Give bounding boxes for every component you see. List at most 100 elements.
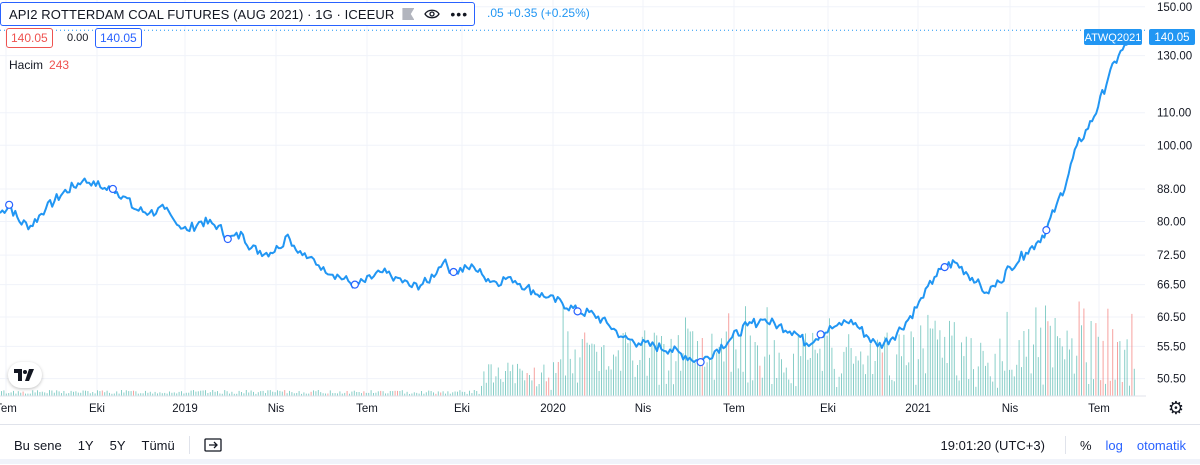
volume-bar [207, 393, 209, 396]
volume-bar [308, 393, 310, 396]
time-axis[interactable]: Tem Eki 2019 Nis Tem Eki 2020 Nis Tem Eki 2021 Nis T… [0, 403, 1110, 415]
volume-bar [1124, 349, 1126, 396]
event-marker[interactable] [696, 358, 705, 367]
volume-bar [1069, 349, 1070, 396]
ask-price-box[interactable]: 140.05 [95, 28, 142, 48]
clock-timezone[interactable]: 19:01:20 (UTC+3) [940, 437, 1045, 453]
price-tick-label: 55.50 [1157, 341, 1186, 353]
volume-bar [377, 391, 379, 396]
more-options-icon[interactable]: ••• [450, 6, 469, 22]
event-marker[interactable] [940, 263, 949, 272]
volume-bar [209, 392, 211, 396]
volume-bar [87, 391, 89, 396]
spread-value: 0.00 [67, 32, 89, 44]
volume-bar [757, 345, 758, 396]
volume-bar [625, 332, 626, 396]
volume-bar [836, 387, 838, 396]
volume-bar [1054, 318, 1056, 396]
volume-bar [457, 391, 458, 396]
volume-bar [860, 351, 862, 396]
event-marker[interactable] [350, 280, 359, 289]
volume-bar [603, 345, 605, 396]
volume-bar [884, 336, 886, 396]
volume-bar [910, 331, 912, 396]
volume-bar [29, 393, 31, 396]
tradingview-logo-icon[interactable] [8, 362, 42, 388]
volume-bar [320, 392, 322, 396]
volume-bar [1095, 323, 1097, 396]
volume-bar [1037, 357, 1039, 396]
volume-bar [771, 384, 773, 396]
volume-bar [677, 335, 679, 396]
volume-bar [577, 382, 578, 396]
volume-bar [1006, 311, 1008, 396]
volume-bar [653, 332, 655, 396]
volume-bar [236, 393, 238, 396]
volume-bar [41, 391, 43, 396]
volume-bar [941, 357, 943, 396]
volume-bar [956, 375, 958, 396]
range-ytd-button[interactable]: Bu sene [14, 437, 62, 453]
volume-bar [1033, 344, 1034, 396]
volume-bar [13, 390, 14, 396]
gear-icon[interactable]: ⚙ [1167, 398, 1185, 418]
volume-bar [1052, 367, 1054, 396]
auto-scale-toggle[interactable]: otomatik [1136, 437, 1186, 453]
range-all-button[interactable]: Tümü [141, 437, 175, 453]
volume-bar [879, 345, 881, 396]
volume-bar [896, 354, 898, 396]
volume-bar [718, 347, 720, 396]
range-1y-button[interactable]: 1Y [77, 437, 94, 453]
range-5y-button[interactable]: 5Y [109, 437, 126, 453]
symbol-title[interactable]: API2 ROTTERDAM COAL FUTURES (AUG 2021) ·… [9, 6, 395, 22]
time-tick-label: Eki [820, 403, 836, 415]
log-scale-toggle[interactable]: log [1105, 437, 1123, 453]
event-marker[interactable] [108, 184, 117, 194]
volume-bar [202, 390, 204, 396]
volume-bar [111, 393, 113, 396]
volume-bar [224, 390, 226, 396]
volume-bar [106, 390, 108, 396]
event-marker[interactable] [449, 267, 458, 277]
time-tick-label: Eki [89, 403, 105, 415]
volume-bar [819, 348, 821, 396]
date-range-icon[interactable] [204, 438, 222, 452]
volume-bar [1040, 327, 1042, 396]
volume-bar [584, 332, 586, 396]
volume-bar [999, 338, 1001, 396]
event-marker[interactable] [223, 234, 232, 244]
bid-price-box[interactable]: 140.05 [6, 28, 53, 48]
volume-bar [411, 393, 413, 396]
volume-bar [382, 391, 384, 396]
toolbar-divider [188, 436, 190, 454]
eye-icon[interactable] [424, 9, 441, 19]
flag-icon[interactable] [402, 8, 415, 20]
volume-bar [353, 390, 355, 396]
volume-bar [985, 365, 986, 396]
volume-bar [764, 356, 766, 396]
percent-scale-toggle[interactable]: % [1079, 437, 1092, 453]
event-marker[interactable] [573, 307, 582, 316]
volume-bar [589, 344, 590, 396]
volume-bar [1013, 376, 1015, 396]
volume-bar [1102, 340, 1104, 396]
volume-bar [1100, 380, 1102, 396]
volume-bar [200, 390, 202, 396]
volume-bar [862, 364, 864, 396]
event-marker[interactable] [5, 200, 14, 209]
event-markers[interactable] [5, 184, 1051, 367]
volume-bar [824, 334, 826, 396]
volume-bar [284, 390, 286, 396]
price-scale[interactable]: 150.00 130.00 110.00 100.00 88.00 80.00 72.50 6… [1157, 2, 1192, 386]
volume-bar [689, 331, 691, 396]
volume-bar [869, 343, 871, 396]
volume-bar [368, 392, 370, 396]
event-marker[interactable] [1042, 226, 1051, 235]
event-marker[interactable] [816, 330, 825, 339]
volume-bar [992, 381, 994, 396]
volume-bar [509, 371, 511, 396]
volume-bar [769, 354, 770, 396]
symbol-header[interactable]: API2 ROTTERDAM COAL FUTURES (AUG 2021) ·… [0, 2, 476, 26]
price-tick-label: 60.50 [1157, 312, 1186, 324]
